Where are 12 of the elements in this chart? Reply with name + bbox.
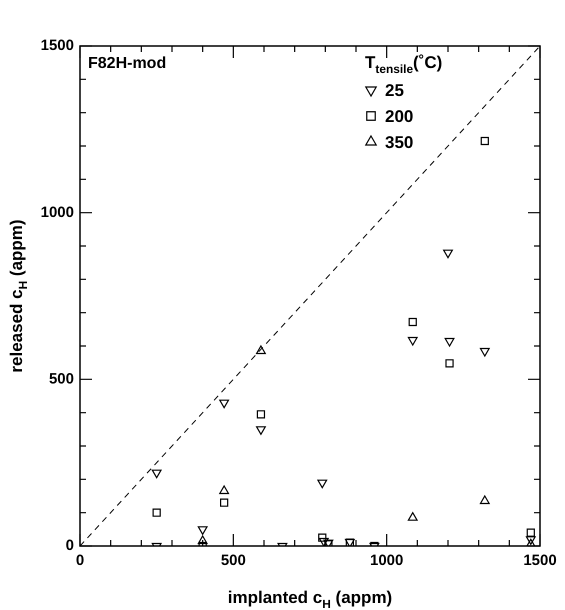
legend-label: 200 xyxy=(385,107,414,126)
y-tick-label: 500 xyxy=(48,370,74,388)
y-tick-label: 0 xyxy=(66,537,74,554)
y-tick-label: 1000 xyxy=(40,204,74,221)
y-tick-label: 1500 xyxy=(40,37,74,54)
legend-label: 350 xyxy=(385,133,414,152)
x-tick-label: 1000 xyxy=(370,552,404,570)
y-axis-title: released cH (appm) xyxy=(7,219,30,373)
x-tick-label: 1500 xyxy=(523,552,557,570)
annotation: F82H-mod xyxy=(88,55,166,72)
legend-label: 25 xyxy=(385,81,404,100)
x-tick-label: 500 xyxy=(220,552,246,570)
